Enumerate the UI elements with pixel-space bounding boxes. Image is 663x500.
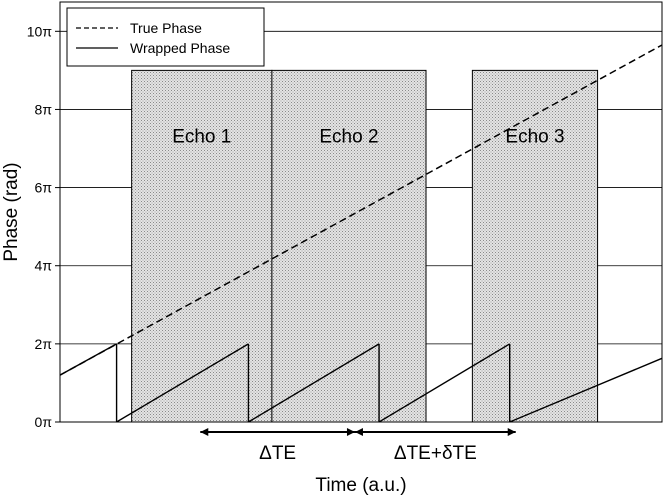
echo-label-1: Echo 1 (172, 126, 231, 147)
y-tick-label-1: 2π (35, 336, 53, 352)
wrapped-phase-ramp-1 (59, 343, 117, 376)
wrapped-phase-ramp-2 (116, 343, 249, 423)
legend-true-phase-label: True Phase (130, 20, 202, 36)
legend-wrapped-phase-label: Wrapped Phase (130, 40, 230, 56)
interval-label-1: ΔTE (259, 443, 296, 464)
wrapped-phase-ramp-3 (248, 343, 380, 423)
echo-window-3 (471, 69, 599, 423)
true-phase-line (59, 44, 663, 376)
interval-label-2: ΔTE+δTE (394, 443, 477, 464)
series-lines (59, 44, 663, 423)
plot-frame (59, 1, 663, 423)
y-axis-title: Phase (rad) (1, 162, 22, 261)
wrapped-phase-ramp-5 (509, 357, 663, 423)
interval-arrowhead-left-1 (200, 428, 209, 436)
legend-box (66, 7, 265, 67)
interval-arrows: ΔTE ΔTE+δTE (200, 428, 516, 464)
echo-window-2 (271, 69, 427, 423)
plot-border (59, 1, 663, 423)
echo-window-1 (131, 69, 273, 423)
wrapped-phase-ramp-4 (378, 343, 511, 423)
echo-windows: Echo 1 Echo 2 Echo 3 (131, 69, 599, 423)
y-tick-label-0: 0π (35, 414, 53, 430)
y-tick-label-4: 8π (35, 101, 53, 117)
y-tick-label-5: 10π (27, 23, 53, 39)
interval-arrowhead-left-2 (354, 428, 363, 436)
interval-arrowhead-right-1 (346, 428, 355, 436)
echo-label-3: Echo 3 (505, 126, 564, 147)
echo-label-2: Echo 2 (319, 126, 378, 147)
x-axis-title: Time (a.u.) (315, 475, 406, 496)
y-tick-label-2: 4π (35, 258, 53, 274)
legend: True Phase Wrapped Phase (66, 7, 265, 67)
y-tick-label-3: 6π (35, 180, 53, 196)
interval-arrowhead-right-2 (507, 428, 516, 436)
y-axis-ticks: 0π 2π 4π 6π 8π 10π (27, 23, 60, 430)
